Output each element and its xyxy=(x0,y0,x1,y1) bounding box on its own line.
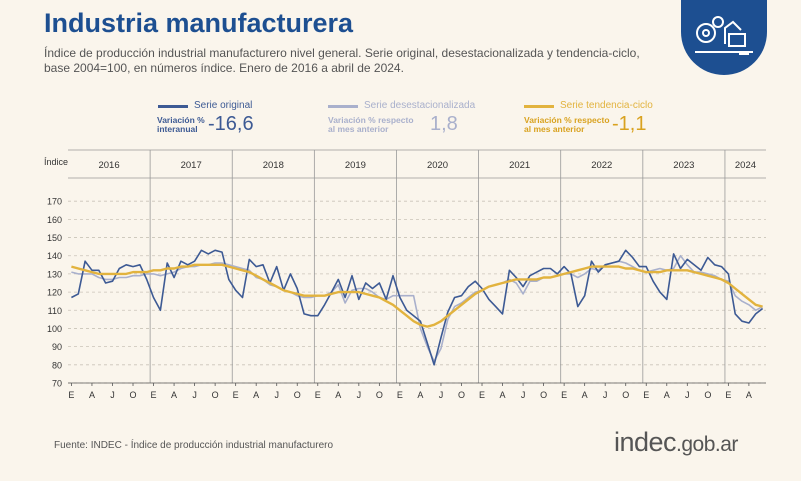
x-tick-label: O xyxy=(704,390,711,400)
x-tick-label: E xyxy=(233,390,239,400)
page-title: Industria manufacturera xyxy=(44,8,354,38)
y-tick-label: 170 xyxy=(47,197,62,207)
legend-swatch-original xyxy=(158,105,188,108)
stat-label-desest: Variación % respecto al mes anterior xyxy=(328,115,414,134)
x-tick-label: E xyxy=(561,390,567,400)
x-tick-label: E xyxy=(725,390,731,400)
y-axis-label: Índice xyxy=(44,157,68,167)
year-label: 2020 xyxy=(427,160,448,171)
x-tick-label: A xyxy=(746,390,752,400)
legend-label-original: Serie original xyxy=(194,100,253,111)
year-label: 2019 xyxy=(345,160,366,171)
y-tick-label: 140 xyxy=(47,251,62,261)
x-tick-label: J xyxy=(192,390,197,400)
series-line-original xyxy=(71,249,764,366)
legend-label-trend: Serie tendencia-ciclo xyxy=(560,100,653,111)
stat-value-original: -16,6 xyxy=(208,113,254,135)
x-tick-label: A xyxy=(253,390,259,400)
x-tick-label: A xyxy=(171,390,177,400)
legend-swatch-desest xyxy=(328,105,358,108)
year-label: 2023 xyxy=(673,160,694,171)
x-tick-label: J xyxy=(521,390,526,400)
logo-badge xyxy=(681,0,767,75)
x-tick-label: E xyxy=(643,390,649,400)
x-tick-label: J xyxy=(603,390,608,400)
y-tick-label: 80 xyxy=(52,360,62,370)
year-label: 2018 xyxy=(263,160,284,171)
x-tick-label: O xyxy=(622,390,629,400)
source-note: Fuente: INDEC - Índice de producción ind… xyxy=(54,440,334,451)
x-tick-label: J xyxy=(439,390,444,400)
x-tick-label: O xyxy=(458,390,465,400)
x-tick-label: E xyxy=(397,390,403,400)
x-tick-label: J xyxy=(357,390,362,400)
page-subtitle: Índice de producción industrial manufact… xyxy=(44,46,640,75)
x-tick-label: J xyxy=(685,390,690,400)
y-tick-label: 150 xyxy=(47,233,62,243)
x-tick-label: A xyxy=(89,390,95,400)
legend-label-desest: Serie desestacionalizada xyxy=(364,100,476,111)
stat-label-original: Variación % interanual xyxy=(157,115,205,134)
logo-suffix: .gob.ar xyxy=(676,433,738,456)
x-tick-label: A xyxy=(664,390,670,400)
y-tick-label: 70 xyxy=(52,379,62,389)
y-tick-label: 100 xyxy=(47,324,62,334)
y-tick-label: 130 xyxy=(47,269,62,279)
legend-swatch-trend xyxy=(524,105,554,108)
y-tick-label: 120 xyxy=(47,288,62,298)
y-tick-label: 90 xyxy=(52,342,62,352)
year-label: 2024 xyxy=(735,160,756,171)
x-tick-label: E xyxy=(479,390,485,400)
y-tick-label: 110 xyxy=(48,306,62,316)
x-tick-label: O xyxy=(540,390,547,400)
year-label: 2022 xyxy=(591,160,612,171)
x-tick-label: J xyxy=(110,390,115,400)
x-tick-label: E xyxy=(68,390,74,400)
x-tick-label: O xyxy=(294,390,301,400)
year-label: 2021 xyxy=(509,160,530,171)
x-tick-label: O xyxy=(376,390,383,400)
x-tick-label: E xyxy=(151,390,157,400)
y-tick-label: 160 xyxy=(47,215,62,225)
stat-value-trend: -1,1 xyxy=(612,113,647,135)
x-tick-label: O xyxy=(130,390,137,400)
series-line-tendencia-ciclo xyxy=(71,263,763,328)
x-tick-label: A xyxy=(417,390,423,400)
stat-label-trend: Variación % respecto al mes anterior xyxy=(524,115,610,134)
logo-main: indec xyxy=(614,427,677,457)
year-label: 2016 xyxy=(98,160,119,171)
x-tick-label: O xyxy=(212,390,219,400)
industry-gears-icon xyxy=(695,16,753,55)
x-tick-label: A xyxy=(335,390,341,400)
x-tick-label: J xyxy=(274,390,279,400)
x-tick-label: A xyxy=(500,390,506,400)
x-tick-label: E xyxy=(315,390,321,400)
year-label: 2017 xyxy=(181,160,202,171)
x-tick-label: A xyxy=(582,390,588,400)
indec-logo: indec.gob.ar xyxy=(614,427,738,458)
stat-value-desest: 1,8 xyxy=(430,113,458,135)
